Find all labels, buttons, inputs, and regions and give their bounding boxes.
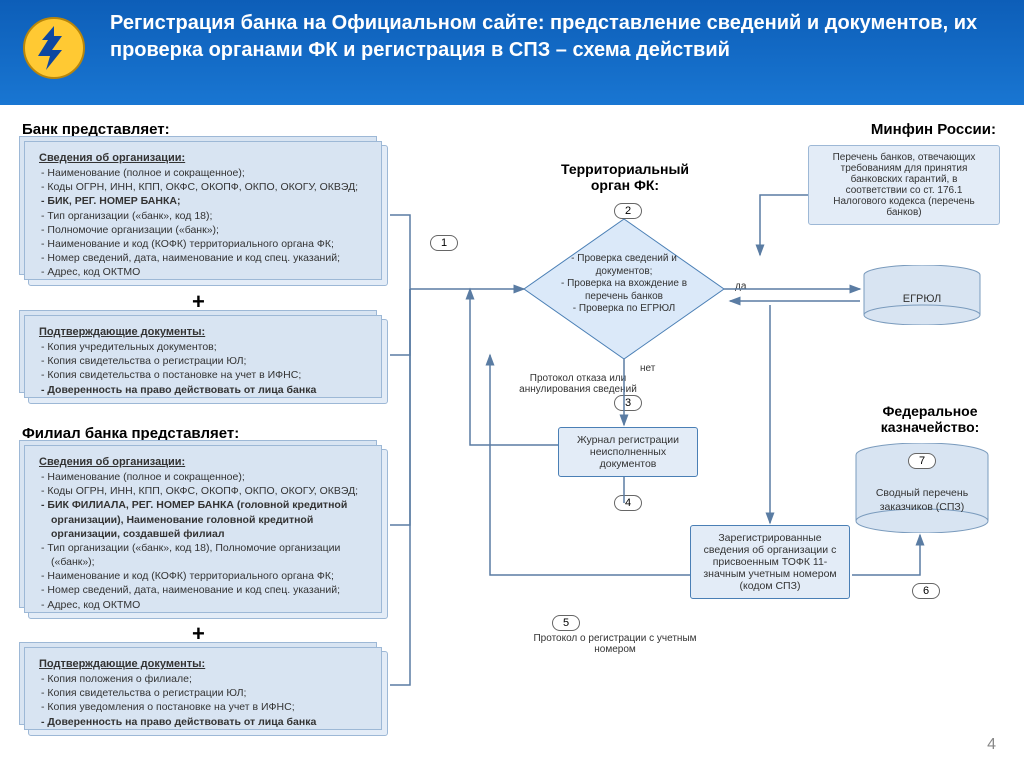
list-item: Коды ОГРН, ИНН, КПП, ОКФС, ОКОПФ, ОКПО, …	[39, 484, 377, 498]
section-fk: Федеральное казначейство:	[850, 403, 1010, 435]
step-5: 5	[552, 615, 580, 631]
bank-info-list: Наименование (полное и сокращенное);Коды…	[39, 166, 377, 279]
bank-docs-box: Подтверждающие документы: Копия учредите…	[28, 319, 388, 404]
list-item: Копия учредительных документов;	[39, 340, 377, 354]
list-item: Копия свидетельства о регистрации ЮЛ;	[39, 686, 377, 700]
diagram-canvas: Банк представляет: Филиал банка представ…	[0, 105, 1024, 768]
egrul-cylinder: ЕГРЮЛ	[862, 265, 982, 325]
step-7: 7	[908, 453, 936, 469]
diamond-text: - Проверка сведений и документов;- Прове…	[524, 253, 724, 316]
branch-docs-box: Подтверждающие документы: Копия положени…	[28, 651, 388, 736]
branch-docs-title: Подтверждающие документы:	[39, 658, 377, 670]
list-item: Копия свидетельства о регистрации ЮЛ;	[39, 354, 377, 368]
step-2: 2	[614, 203, 642, 219]
list-item: Номер сведений, дата, наименование и код…	[39, 251, 377, 265]
bank-docs-title: Подтверждающие документы:	[39, 326, 377, 338]
slide-header: Регистрация банка на Официальном сайте: …	[0, 0, 1024, 105]
minfin-box: Перечень банков, отвечающих требованиям …	[808, 145, 1000, 225]
decision-diamond: - Проверка сведений и документов;- Прове…	[524, 219, 724, 359]
step-4: 4	[614, 495, 642, 511]
branch-info-list: Наименование (полное и сокращенное);Коды…	[39, 470, 377, 612]
list-item: Доверенность на право действовать от лиц…	[39, 715, 377, 729]
list-item: Наименование (полное и сокращенное);	[39, 166, 377, 180]
page-number: 4	[987, 736, 996, 754]
registered-box: Зарегистрированные сведения об организац…	[690, 525, 850, 599]
label-proto5: Протокол о регистрации с учетным номером	[530, 633, 700, 655]
list-item: Тип организации («банк», код 18), Полном…	[39, 541, 377, 569]
emblem-icon	[18, 12, 90, 84]
list-item: Наименование (полное и сокращенное);	[39, 470, 377, 484]
list-item: Наименование и код (КОФК) территориально…	[39, 237, 377, 251]
section-minfin: Минфин России:	[766, 121, 996, 138]
list-item: Копия свидетельства о постановке на учет…	[39, 368, 377, 382]
bank-info-box: Сведения об организации: Наименование (п…	[28, 145, 388, 286]
label-da: да	[735, 281, 746, 292]
label-reject: Протокол отказа или аннулирования сведен…	[508, 373, 648, 395]
list-item: Полномочие организации («банк»);	[39, 223, 377, 237]
list-item: Наименование и код (КОФК) территориально…	[39, 569, 377, 583]
list-item: Копия уведомления о постановке на учет в…	[39, 700, 377, 714]
step-1: 1	[430, 235, 458, 251]
branch-info-title: Сведения об организации:	[39, 456, 377, 468]
bank-docs-list: Копия учредительных документов;Копия сви…	[39, 340, 377, 397]
list-item: Доверенность на право действовать от лиц…	[39, 383, 377, 397]
branch-info-box: Сведения об организации: Наименование (п…	[28, 449, 388, 619]
journal-box: Журнал регистрации неисполненных докумен…	[558, 427, 698, 477]
step-6: 6	[912, 583, 940, 599]
step-3: 3	[614, 395, 642, 411]
list-item: Тип организации («банк», код 18);	[39, 209, 377, 223]
list-item: БИК ФИЛИАЛА, РЕГ. НОМЕР БАНКА (головной …	[39, 498, 377, 541]
branch-docs-list: Копия положения о филиале;Копия свидетел…	[39, 672, 377, 729]
egrul-label: ЕГРЮЛ	[862, 293, 982, 305]
list-item: Номер сведений, дата, наименование и код…	[39, 583, 377, 597]
list-item: Копия положения о филиале;	[39, 672, 377, 686]
list-item: Адрес, код ОКТМО	[39, 265, 377, 279]
spz-label: Сводный перечень заказчиков (СПЗ)	[854, 487, 990, 514]
list-item: Адрес, код ОКТМО	[39, 598, 377, 612]
list-item: Коды ОГРН, ИНН, КПП, ОКФС, ОКОПФ, ОКПО, …	[39, 180, 377, 194]
list-item: БИК, РЕГ. НОМЕР БАНКА;	[39, 194, 377, 208]
bank-info-title: Сведения об организации:	[39, 152, 377, 164]
slide-title: Регистрация банка на Официальном сайте: …	[110, 10, 1006, 64]
section-tofk: Территориальный орган ФК:	[540, 161, 710, 193]
